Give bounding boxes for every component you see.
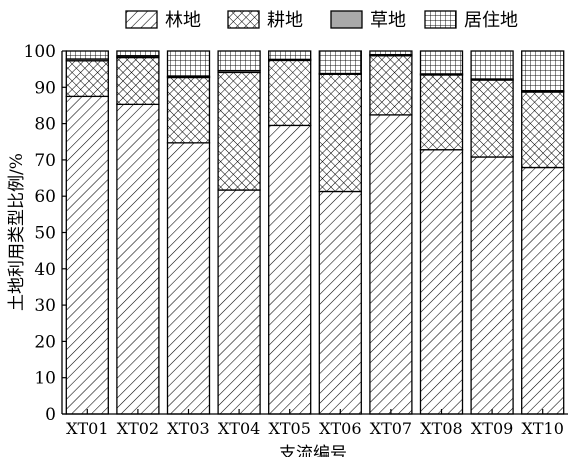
bar-segment-xt03-series-3 (166, 50, 211, 78)
y-axis-label: 土地利用类型比例/% (7, 153, 27, 311)
bar-segment-xt01-series-0 (65, 95, 109, 415)
bar-segment-xt10-series-3 (521, 50, 565, 92)
bar-segment-xt10-series-1 (521, 91, 565, 169)
y-tick-label: 100 (24, 42, 56, 62)
y-tick-label: 60 (34, 187, 56, 207)
bar-segment-xt01-series-3 (65, 50, 109, 60)
y-tick-label: 80 (34, 115, 56, 135)
legend-swatch-0 (125, 10, 158, 29)
bar-segment-xt04-series-1 (217, 71, 261, 191)
legend-label-2: 草地 (370, 10, 406, 31)
bar-segment-xt08-series-0 (419, 149, 464, 415)
x-tick-labels: XT01 XT02 XT03 XT04 XT05 XT06 XT07 XT08 XT09 XT10 (66, 419, 564, 438)
bar-segment-xt05-series-0 (268, 124, 312, 415)
x-axis-label: 支流编号 (279, 444, 347, 457)
y-tick-label: 90 (34, 78, 56, 98)
bar-segment-xt09-series-0 (470, 156, 514, 415)
bar-segment-xt05-series-1 (268, 59, 312, 127)
x-tick-label: XT06 (319, 419, 361, 438)
bar-segment-xt10-series-0 (521, 166, 565, 415)
bar-segment-xt02-series-3 (116, 50, 160, 57)
x-tick-label: XT03 (167, 419, 209, 438)
bar-segment-xt08-series-1 (419, 74, 464, 151)
legend-label-1: 耕地 (267, 10, 303, 31)
x-tick-label: XT09 (471, 419, 513, 438)
bar-segment-xt04-series-0 (217, 189, 261, 415)
y-tick-label: 70 (34, 151, 56, 171)
bar-segment-xt06-series-1 (318, 73, 362, 193)
y-tick-label: 10 (34, 369, 56, 389)
bar-segment-xt02-series-0 (116, 103, 160, 415)
x-tick-label: XT07 (370, 419, 412, 438)
bar-segment-xt06-series-0 (318, 190, 362, 415)
legend-swatch-1 (227, 10, 260, 29)
bar-segment-xt07-series-0 (369, 114, 413, 415)
x-tick-label: XT01 (66, 419, 108, 438)
y-tick-label: 50 (34, 224, 56, 244)
bar-segment-xt01-series-1 (65, 60, 109, 98)
bar-segment-xt02-series-1 (116, 56, 160, 106)
bar-segment-xt07-series-3 (369, 50, 413, 56)
x-tick-label: XT04 (218, 419, 260, 438)
axes (61, 50, 568, 415)
bar-segment-xt03-series-1 (166, 76, 211, 144)
legend-label-0: 林地 (165, 10, 201, 31)
legend-label-3: 居住地 (464, 10, 518, 31)
legend-swatch-3 (424, 10, 457, 29)
bar-segment-xt08-series-3 (419, 50, 464, 75)
legend-swatch-2 (330, 10, 363, 29)
bar-segment-xt05-series-3 (268, 50, 312, 60)
legend: 林地 耕地 草地 居住地 (125, 10, 518, 31)
y-tick-label: 40 (34, 260, 56, 280)
bar-segment-xt03-series-0 (166, 142, 211, 415)
y-tick-labels: 0 10 20 30 40 50 60 70 80 90 100 (24, 42, 56, 425)
x-tick-label: XT08 (420, 419, 462, 438)
x-tick-label: XT10 (521, 419, 563, 438)
y-tick-label: 30 (34, 296, 56, 316)
bar-segment-xt07-series-1 (369, 55, 413, 116)
y-tick-label: 0 (45, 405, 56, 425)
bars (65, 50, 565, 415)
bar-segment-xt06-series-3 (318, 50, 362, 75)
y-tick-label: 20 (34, 332, 56, 352)
x-tick-label: XT02 (117, 419, 159, 438)
x-tick-label: XT05 (268, 419, 310, 438)
bar-segment-xt04-series-3 (217, 50, 261, 72)
bar-segment-xt09-series-3 (470, 50, 514, 80)
bar-segment-xt09-series-1 (470, 79, 514, 158)
